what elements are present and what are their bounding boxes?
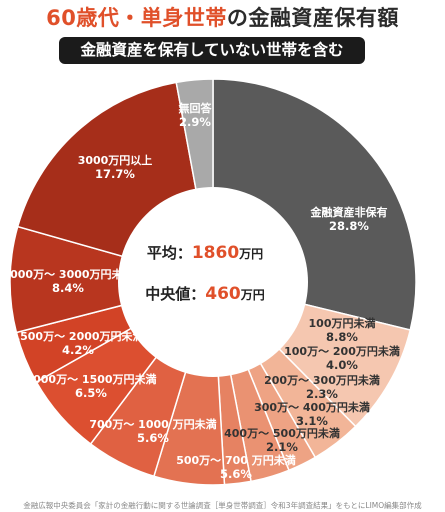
- slice-value-label: 2.3%: [306, 387, 338, 401]
- slice-label: 200万〜 300万円未満: [264, 373, 380, 387]
- slice-label: 100万〜 200万円未満: [284, 344, 400, 358]
- slice-value-label: 4.2%: [62, 343, 94, 357]
- donut-hole: [118, 187, 308, 377]
- slice-label: 1500万〜 2000万円未満: [12, 329, 143, 343]
- mean-value: 1860: [191, 243, 240, 263]
- median-label: 中央値：: [145, 285, 206, 303]
- slice-label: 500万〜 700 万円未満: [176, 453, 296, 467]
- median-value: 460: [205, 284, 241, 304]
- slice-value-label: 2.9%: [179, 115, 211, 129]
- slice-label: 700万〜 1000 万円未満: [89, 417, 216, 431]
- slice-value-label: 8.4%: [52, 281, 84, 295]
- slice-value-label: 3.1%: [296, 414, 328, 428]
- slice-label: 無回答: [179, 101, 213, 115]
- slice-label: 100万円未満: [309, 316, 376, 330]
- slice-value-label: 17.7%: [95, 167, 135, 181]
- mean-label: 平均：: [146, 244, 192, 262]
- slice-value-label: 2.1%: [266, 440, 298, 454]
- slice-label: 3000万円以上: [78, 153, 153, 167]
- median-unit: 万円: [240, 288, 265, 302]
- slice-label: 300万〜 400万円未満: [254, 400, 370, 414]
- slice-value-label: 5.6%: [220, 467, 252, 481]
- chart-title: 60歳代・単身世帯の金融資産保有額: [0, 2, 445, 32]
- mean-line: 平均：1860万円: [120, 242, 290, 263]
- chart-subtitle: 金融資産を保有していない世帯を含む: [59, 37, 365, 64]
- chart-title-rest: の金融資産保有額: [226, 6, 399, 30]
- slice-label: 1000万〜 1500万円未満: [25, 372, 156, 386]
- slice-value-label: 28.8%: [329, 219, 369, 233]
- slice-label: 2000万〜 3000万円未満: [2, 267, 133, 281]
- mean-unit: 万円: [239, 247, 264, 261]
- chart-title-highlight: 60歳代・単身世帯: [46, 6, 227, 30]
- pie-slice: [9, 225, 216, 334]
- slice-value-label: 6.5%: [75, 386, 107, 400]
- source-note: 金融広報中央委員会「家計の金融行動に関する世論調査［単身世帯調査］令和3年調査結…: [23, 501, 422, 510]
- slice-label: 金融資産非保有: [310, 205, 388, 219]
- median-line: 中央値：460万円: [120, 283, 290, 304]
- slice-label: 400万〜 500万円未満: [224, 426, 340, 440]
- slice-value-label: 5.6%: [137, 431, 169, 445]
- slice-value-label: 8.8%: [326, 330, 358, 344]
- slice-value-label: 4.0%: [326, 358, 358, 372]
